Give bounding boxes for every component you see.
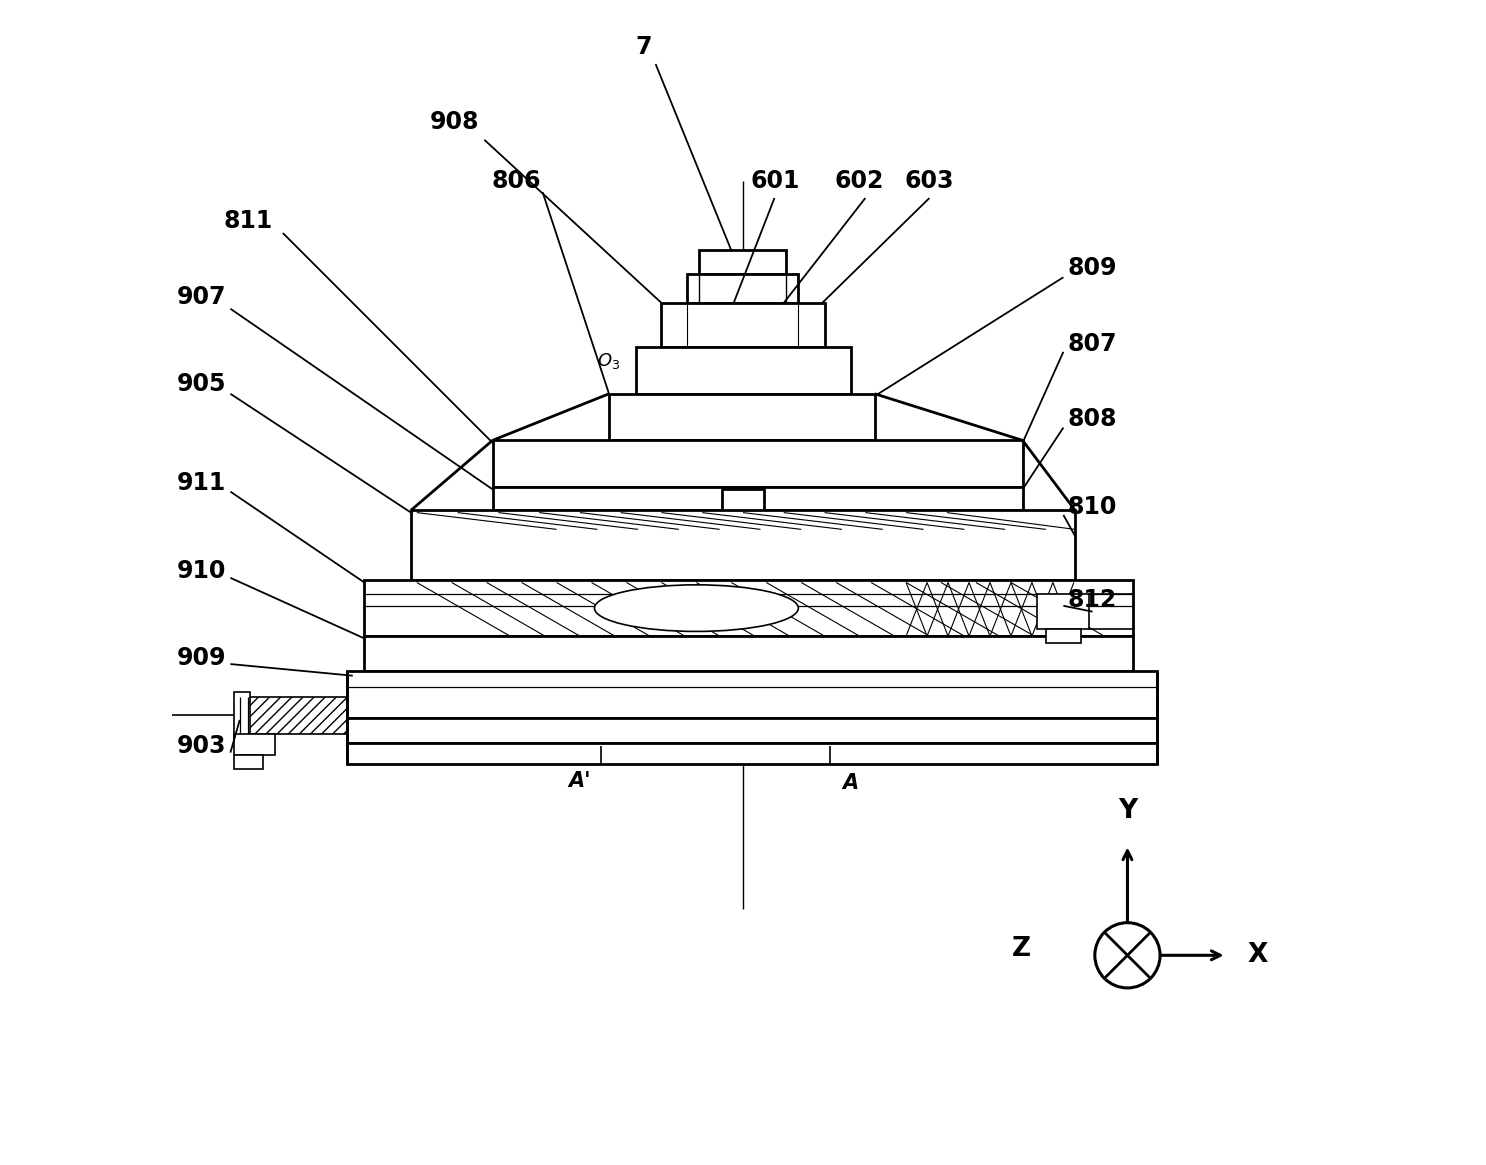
Text: 908: 908 — [429, 111, 478, 134]
Text: A: A — [843, 772, 859, 793]
Text: 810: 810 — [1068, 495, 1117, 518]
Text: 601: 601 — [750, 169, 801, 192]
Bar — [239, 697, 346, 734]
Text: A': A' — [569, 770, 591, 791]
Circle shape — [1095, 923, 1161, 988]
Bar — [233, 734, 275, 755]
Text: $O_3$: $O_3$ — [597, 351, 621, 372]
Text: 811: 811 — [223, 210, 272, 233]
Text: 903: 903 — [177, 734, 226, 757]
Bar — [687, 274, 798, 303]
Bar — [492, 487, 1022, 510]
Text: Y: Y — [1117, 798, 1137, 824]
Text: 909: 909 — [177, 647, 226, 670]
Text: 905: 905 — [177, 373, 226, 396]
Bar — [233, 755, 263, 769]
Text: 603: 603 — [905, 169, 954, 192]
Text: 602: 602 — [835, 169, 884, 192]
Bar — [346, 671, 1156, 718]
Bar — [661, 303, 825, 347]
Text: 910: 910 — [177, 559, 226, 582]
Text: 7: 7 — [636, 35, 652, 58]
Bar — [722, 489, 764, 534]
Text: 809: 809 — [1068, 256, 1117, 280]
Bar — [609, 394, 875, 440]
Text: 911: 911 — [177, 472, 226, 495]
Text: Z: Z — [1012, 937, 1031, 962]
Bar — [636, 347, 851, 394]
Bar — [1037, 594, 1089, 629]
Text: 812: 812 — [1068, 588, 1117, 612]
Text: X: X — [1247, 942, 1268, 968]
Bar — [492, 440, 1022, 487]
Bar — [346, 743, 1156, 764]
Text: 807: 807 — [1068, 332, 1117, 355]
Text: 907: 907 — [177, 285, 226, 309]
Bar — [412, 510, 1074, 580]
Bar — [346, 718, 1156, 743]
Bar — [233, 692, 250, 739]
Bar — [1046, 629, 1080, 643]
Text: 806: 806 — [490, 169, 541, 192]
Bar — [364, 580, 1134, 636]
Bar — [364, 636, 1134, 671]
Ellipse shape — [594, 585, 798, 631]
Bar — [698, 250, 786, 274]
Text: 808: 808 — [1068, 408, 1117, 431]
